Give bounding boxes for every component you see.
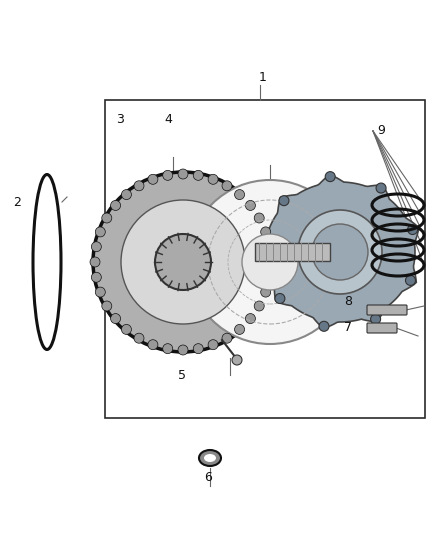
Circle shape	[371, 314, 381, 324]
Circle shape	[155, 234, 211, 290]
Text: 8: 8	[344, 295, 352, 308]
Circle shape	[121, 325, 131, 334]
Circle shape	[208, 340, 218, 350]
Circle shape	[193, 344, 203, 354]
Text: 7: 7	[344, 321, 352, 334]
Circle shape	[319, 321, 329, 332]
Circle shape	[261, 287, 271, 297]
Circle shape	[95, 227, 105, 237]
Circle shape	[93, 172, 273, 352]
Circle shape	[279, 196, 289, 206]
Circle shape	[92, 272, 101, 282]
Circle shape	[134, 333, 144, 343]
Polygon shape	[258, 175, 419, 328]
Text: 2: 2	[14, 196, 21, 209]
Circle shape	[298, 210, 382, 294]
Circle shape	[110, 200, 120, 211]
Circle shape	[312, 224, 368, 280]
Circle shape	[235, 190, 244, 199]
Text: 3: 3	[117, 114, 124, 126]
Ellipse shape	[204, 454, 216, 462]
Text: 4: 4	[165, 114, 173, 126]
Circle shape	[245, 200, 255, 211]
Circle shape	[235, 325, 244, 334]
Bar	[255, 243, 330, 261]
Circle shape	[254, 213, 264, 223]
Text: 6: 6	[204, 471, 212, 483]
Circle shape	[178, 345, 188, 355]
Circle shape	[242, 234, 298, 290]
Circle shape	[92, 242, 101, 252]
Text: 9: 9	[377, 124, 385, 137]
Circle shape	[134, 181, 144, 191]
Circle shape	[208, 174, 218, 184]
FancyBboxPatch shape	[367, 323, 397, 333]
Circle shape	[406, 276, 416, 285]
Circle shape	[163, 171, 173, 180]
Circle shape	[102, 301, 112, 311]
Circle shape	[245, 313, 255, 324]
FancyBboxPatch shape	[367, 305, 407, 315]
Text: 1: 1	[259, 71, 267, 84]
Circle shape	[163, 344, 173, 354]
Circle shape	[325, 172, 335, 182]
Circle shape	[121, 190, 131, 199]
Circle shape	[222, 181, 232, 191]
Circle shape	[408, 224, 417, 235]
Circle shape	[232, 355, 242, 365]
Circle shape	[121, 200, 245, 324]
Circle shape	[90, 257, 100, 267]
Circle shape	[188, 180, 352, 344]
Text: 5: 5	[178, 369, 186, 382]
Circle shape	[110, 313, 120, 324]
Circle shape	[95, 287, 105, 297]
Circle shape	[178, 169, 188, 179]
Ellipse shape	[199, 450, 221, 466]
Circle shape	[102, 213, 112, 223]
Circle shape	[222, 333, 232, 343]
Circle shape	[254, 301, 264, 311]
Bar	[105, 100, 425, 418]
Circle shape	[265, 242, 275, 252]
Circle shape	[265, 272, 275, 282]
Circle shape	[259, 244, 269, 254]
Circle shape	[376, 183, 386, 193]
Circle shape	[193, 171, 203, 180]
Circle shape	[148, 174, 158, 184]
Circle shape	[266, 257, 276, 267]
Circle shape	[148, 340, 158, 350]
Circle shape	[275, 294, 285, 303]
Circle shape	[261, 227, 271, 237]
